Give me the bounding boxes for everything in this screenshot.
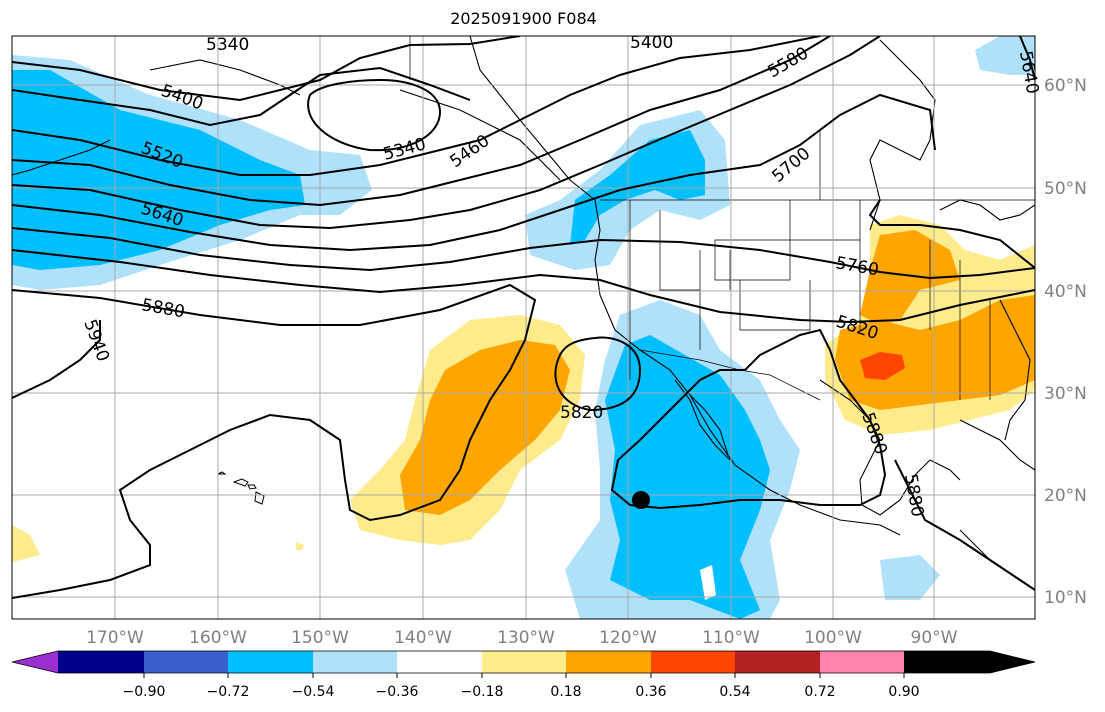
longitude-labels: 170°W 160°W 150°W 140°W 130°W 120°W 110°… [86, 628, 958, 648]
colorbar-tick-label: −0.36 [376, 684, 419, 700]
colorbar-swatch [651, 651, 735, 673]
longitude-label: 140°W [394, 628, 452, 648]
colorbar-tick-label: 0.72 [804, 684, 835, 700]
latitude-label: 10°N [1044, 588, 1087, 608]
colorbar-swatch [735, 651, 820, 673]
contour-label: 5400 [630, 33, 673, 53]
colorbar-tick-label: 0.54 [719, 684, 750, 700]
longitude-label: 130°W [497, 628, 555, 648]
colorbar-swatch [12, 651, 58, 673]
longitude-label: 90°W [911, 628, 958, 648]
coastlines [12, 36, 1035, 591]
colorbar-swatch [397, 651, 482, 673]
latitude-label: 20°N [1044, 486, 1087, 506]
colorbar-swatch [313, 651, 397, 673]
latitude-label: 50°N [1044, 179, 1087, 199]
colorbar-tick-label: −0.90 [123, 684, 166, 700]
map-border [11, 35, 1036, 620]
colorbar-tick-label: 0.18 [550, 684, 581, 700]
hawaii-islands [217, 471, 265, 505]
colorbar-swatch [58, 651, 144, 673]
storm-center-marker [632, 491, 650, 509]
latitude-label: 30°N [1044, 384, 1087, 404]
longitude-label: 100°W [804, 628, 862, 648]
longitude-label: 160°W [189, 628, 247, 648]
colorbar-swatch [566, 651, 651, 673]
positive-anomaly-medium [400, 230, 1035, 515]
colorbar-swatch [904, 651, 1035, 673]
colorbar-tick-label: −0.72 [207, 684, 250, 700]
colorbar-swatch [144, 651, 228, 673]
colorbar-swatch [820, 651, 904, 673]
colorbar-outline [11, 650, 1036, 674]
colorbar-tick-label: 0.90 [888, 684, 919, 700]
colorbar-tick-label: 0.36 [635, 684, 666, 700]
latitude-label: 40°N [1044, 282, 1087, 302]
map-area [12, 36, 1035, 619]
colorbar-swatch [482, 651, 566, 673]
contour-label: 5820 [560, 403, 603, 423]
colorbar-tick-label: −0.54 [292, 684, 335, 700]
positive-anomaly-high [860, 352, 905, 380]
latitude-label: 60°N [1044, 76, 1087, 96]
contour-label: 5340 [206, 35, 249, 55]
colorbar-tick-label: −0.18 [461, 684, 504, 700]
negative-anomaly-white-holes [700, 565, 716, 600]
colorbar: −0.90 −0.72 −0.54 −0.36 −0.18 0.18 0.36 … [11, 650, 1036, 700]
map-title: 2025091900 F084 [450, 9, 597, 28]
longitude-label: 170°W [86, 628, 144, 648]
colorbar-swatch [228, 651, 313, 673]
latitude-labels: 60°N 50°N 40°N 30°N 20°N 10°N [1044, 76, 1087, 608]
longitude-label: 110°W [702, 628, 760, 648]
longitude-label: 150°W [291, 628, 349, 648]
longitude-label: 120°W [599, 628, 657, 648]
political-borders [409, 36, 1035, 401]
gridlines [12, 36, 1035, 619]
height-contours [12, 36, 1035, 599]
